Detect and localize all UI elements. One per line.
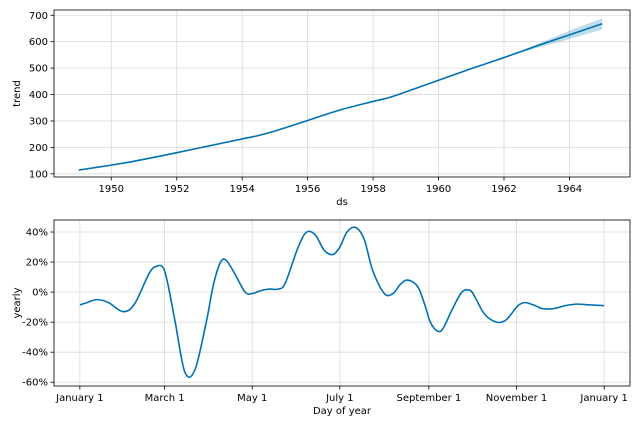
x-tick-label: November 1 — [486, 393, 548, 404]
y-axis: 40% 20% 0% -20% -40% -60% — [22, 228, 54, 389]
y-tick-label: -40% — [22, 348, 48, 359]
x-tick-label: 1956 — [295, 184, 320, 195]
y-axis-label: yearly — [12, 287, 23, 318]
y-tick-label: 300 — [29, 116, 48, 127]
x-tick-label: July 1 — [325, 393, 354, 404]
y-tick-label: -60% — [22, 378, 48, 389]
y-tick-label: 600 — [29, 37, 48, 48]
y-axis-label: trend — [12, 80, 23, 107]
grid — [54, 10, 630, 177]
y-tick-label: 0% — [32, 288, 48, 299]
axes-frame — [53, 219, 631, 387]
x-tick-label: 1964 — [557, 184, 582, 195]
y-tick-label: 700 — [29, 11, 48, 22]
x-tick-label: March 1 — [145, 393, 185, 404]
x-tick-label: 1950 — [99, 184, 124, 195]
y-tick-label: 400 — [29, 90, 48, 101]
y-tick-label: 20% — [26, 258, 48, 269]
x-tick-label: 1960 — [426, 184, 451, 195]
yearly-panel: January 1 March 1 May 1 July 1 September 1 No… — [12, 219, 631, 417]
y-tick-label: -20% — [22, 318, 48, 329]
y-tick-label: 100 — [29, 169, 48, 180]
x-tick-label: September 1 — [396, 393, 461, 404]
x-tick-label: 1952 — [164, 184, 189, 195]
series-line — [79, 226, 605, 379]
x-axis-label: Day of year — [313, 406, 372, 417]
x-tick-label: January 1 — [579, 393, 627, 404]
x-tick-label: January 1 — [55, 393, 103, 404]
grid — [54, 220, 630, 386]
trend-panel: 1950 1952 1954 1956 1958 1960 1962 1964 100 200 30… — [12, 9, 631, 208]
y-tick-label: 200 — [29, 143, 48, 154]
x-axis: 1950 1952 1954 1956 1958 1960 1962 1964 — [99, 177, 582, 195]
axes-frame — [53, 9, 631, 178]
x-tick-label: 1954 — [229, 184, 254, 195]
x-axis-label: ds — [336, 197, 348, 208]
uncertainty-band — [504, 18, 603, 58]
y-tick-label: 40% — [26, 228, 48, 239]
x-axis: January 1 March 1 May 1 July 1 September 1 No… — [55, 386, 628, 404]
series-line — [78, 22, 603, 171]
y-tick-label: 500 — [29, 64, 48, 75]
y-axis: 100 200 300 400 500 600 700 — [29, 11, 54, 180]
x-tick-label: 1958 — [360, 184, 385, 195]
x-tick-label: 1962 — [491, 184, 516, 195]
x-tick-label: May 1 — [237, 393, 267, 404]
